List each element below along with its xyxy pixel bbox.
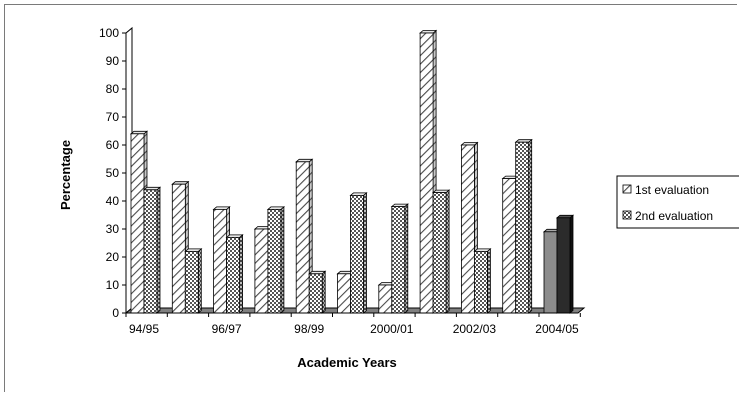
x-axis-title: Academic Years <box>297 355 397 370</box>
legend-label-2nd-evaluation: 2nd evaluation <box>635 209 713 223</box>
x-tick-label-2002/03: 2002/03 <box>453 322 497 336</box>
x-tick-label-94/95: 94/95 <box>129 322 159 336</box>
y-tick-label-10: 10 <box>106 278 120 292</box>
bar-2nd-evaluation-97/98 <box>266 206 286 314</box>
bar-2nd-evaluation-96/97 <box>225 234 244 314</box>
y-tick-label-40: 40 <box>106 194 120 208</box>
y-tick-label-100: 100 <box>99 26 119 40</box>
legend-swatch-1st-evaluation <box>622 184 632 194</box>
bar-2nd-evaluation-94/95 <box>142 186 162 314</box>
x-axis: 94/95 96/97 98/99 2000/01 2002/03 2004/05 <box>125 312 581 336</box>
legend: 1st evaluation 2nd evaluation <box>616 175 739 229</box>
bar-2nd-evaluation-99/00 <box>349 192 368 314</box>
x-tick-label-2000/01: 2000/01 <box>370 322 414 336</box>
bar-2nd-evaluation-2003/04 <box>514 138 533 314</box>
y-tick-label-30: 30 <box>106 222 120 236</box>
bars-group <box>129 29 575 314</box>
y-tick-label-20: 20 <box>106 250 120 264</box>
chart-frame <box>4 4 737 392</box>
y-tick-label-70: 70 <box>106 110 120 124</box>
y-axis-title: Percentage <box>58 140 73 210</box>
y-axis: 0 10 20 30 40 50 60 70 80 90 100 <box>99 26 127 320</box>
y-tick-label-0: 0 <box>112 306 119 320</box>
y-tick-label-50: 50 <box>106 166 120 180</box>
bar-2nd-evaluation-95/96 <box>184 248 203 314</box>
x-tick-label-2004/05: 2004/05 <box>535 322 579 336</box>
x-tick-label-96/97: 96/97 <box>212 322 242 336</box>
y-tick-label-90: 90 <box>106 54 120 68</box>
bar-2nd-evaluation-2002/03 <box>473 248 492 314</box>
x-tick-label-98/99: 98/99 <box>294 322 324 336</box>
legend-label-1st-evaluation: 1st evaluation <box>635 183 709 197</box>
y-tick-label-60: 60 <box>106 138 120 152</box>
bar-2nd-evaluation-2001/02 <box>431 189 451 314</box>
y-tick-label-80: 80 <box>106 82 120 96</box>
bar-2nd-evaluation-2000/01 <box>390 203 409 314</box>
bar-2nd-evaluation-98/99 <box>308 270 327 314</box>
legend-box <box>616 175 739 229</box>
bar-2nd-evaluation-2004/05 <box>555 214 575 314</box>
legend-swatch-2nd-evaluation <box>622 210 632 220</box>
